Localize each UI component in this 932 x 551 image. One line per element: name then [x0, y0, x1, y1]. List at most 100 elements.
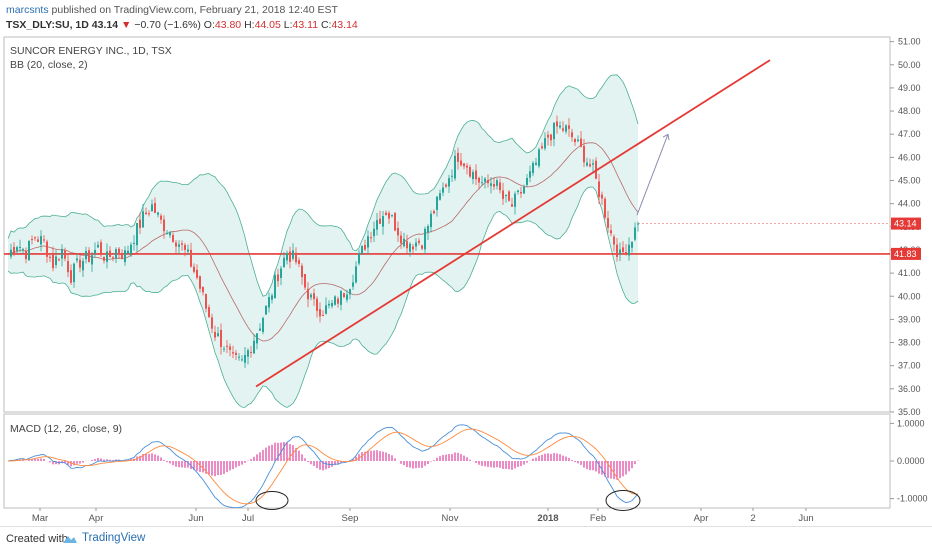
time-axis-label: 2: [750, 513, 755, 524]
candle-body: [226, 345, 228, 347]
candle-body: [430, 213, 432, 228]
projection-arrow-line: [636, 134, 669, 216]
publish-text: published on TradingView.com, February 2…: [51, 4, 338, 16]
candle-body: [562, 128, 564, 131]
price-axis-label: 37.00: [898, 361, 921, 371]
candle-body: [415, 242, 417, 247]
candle-body: [64, 250, 66, 259]
candle-body: [604, 198, 606, 218]
candle-body: [454, 155, 456, 179]
price-axis-label: 44.00: [898, 199, 921, 209]
time-axis-label: Nov: [442, 513, 459, 524]
price-tag-label: 43.14: [894, 219, 917, 229]
candle-body: [538, 149, 540, 167]
candle-body: [472, 171, 474, 180]
footer: Created with TradingView: [0, 526, 932, 551]
candle-body: [229, 346, 231, 350]
candle-body: [583, 145, 585, 163]
tradingview-logo-icon: [63, 536, 77, 543]
chart-title: SUNCOR ENERGY INC., 1D, TSX: [10, 45, 172, 57]
candle-body: [280, 268, 282, 278]
candle-body: [451, 175, 453, 177]
time-axis-label: Apr: [89, 513, 104, 524]
candle-body: [259, 328, 261, 331]
candle-body: [253, 340, 255, 354]
candle-body: [349, 289, 351, 295]
candle-body: [43, 239, 45, 241]
candle-body: [178, 244, 180, 247]
close-label: C:: [320, 19, 332, 31]
low-label: L:: [283, 19, 293, 31]
candle-body: [247, 350, 249, 357]
candle-body: [235, 352, 237, 355]
candle-body: [388, 212, 390, 219]
candle-body: [361, 245, 363, 254]
candle-body: [346, 294, 348, 300]
candle-body: [289, 251, 291, 263]
candle-body: [421, 245, 423, 249]
candles-group: [10, 115, 639, 368]
candle-body: [517, 190, 519, 193]
candle-body: [460, 160, 462, 166]
price-tag-box: [891, 217, 921, 230]
candle-body: [607, 218, 609, 228]
macd-axis-label: 0.0000: [897, 456, 925, 466]
candle-body: [529, 171, 531, 178]
macd-legend[interactable]: MACD (12, 26, close, 9): [10, 423, 123, 435]
candle-body: [385, 212, 387, 215]
price-axis-label: 35.00: [898, 407, 921, 417]
candle-body: [508, 191, 510, 201]
candle-body: [559, 125, 561, 128]
candle-body: [376, 220, 378, 230]
candle-body: [313, 293, 315, 300]
candle-body: [625, 251, 627, 256]
bollinger-legend[interactable]: BB (20, close, 2): [10, 59, 88, 71]
candle-body: [523, 186, 525, 194]
candle-body: [46, 241, 48, 257]
candle-body: [412, 246, 414, 250]
candle-body: [628, 244, 630, 256]
open-value: 43.80: [214, 19, 242, 31]
candle-body: [211, 317, 213, 329]
down-arrow-icon: ▼: [120, 19, 132, 31]
macd-axis-label: -1.0000: [897, 494, 928, 504]
candle-body: [148, 213, 150, 215]
candle-body: [118, 248, 120, 255]
candle-body: [400, 235, 402, 244]
candle-body: [70, 270, 72, 283]
candle-body: [568, 125, 570, 129]
candle-body: [31, 239, 33, 241]
projection-arrow-icon: [662, 133, 670, 141]
candle-body: [433, 211, 435, 214]
chart-canvas[interactable]: 35.0036.0037.0038.0039.0040.0041.0042.00…: [0, 34, 932, 526]
chart-header: marcsnts published on TradingView.com, F…: [0, 0, 932, 34]
candle-body: [160, 215, 162, 220]
candle-body: [151, 204, 153, 211]
candle-body: [331, 302, 333, 307]
candle-body: [364, 244, 366, 250]
candle-body: [55, 256, 57, 266]
candle-body: [547, 134, 549, 138]
candle-body: [100, 242, 102, 256]
candle-body: [373, 228, 375, 237]
candle-body: [193, 266, 195, 272]
macd-axis-label: 1.0000: [897, 418, 925, 428]
candle-body: [532, 162, 534, 174]
candle-body: [121, 253, 123, 259]
candle-body: [601, 194, 603, 199]
time-axis-label: Mar: [32, 513, 48, 524]
candle-body: [481, 182, 483, 184]
candle-body: [199, 276, 201, 289]
candle-body: [520, 191, 522, 194]
candle-body: [145, 212, 147, 215]
candle-body: [250, 351, 252, 353]
price-axis-label: 48.00: [898, 106, 921, 116]
author-link[interactable]: marcsnts: [6, 4, 49, 16]
candle-body: [358, 253, 360, 264]
candle-body: [613, 236, 615, 245]
candle-body: [88, 250, 90, 262]
tradingview-brand[interactable]: TradingView: [82, 532, 146, 544]
candle-body: [499, 182, 501, 191]
candle-body: [154, 203, 156, 213]
candle-body: [565, 125, 567, 132]
